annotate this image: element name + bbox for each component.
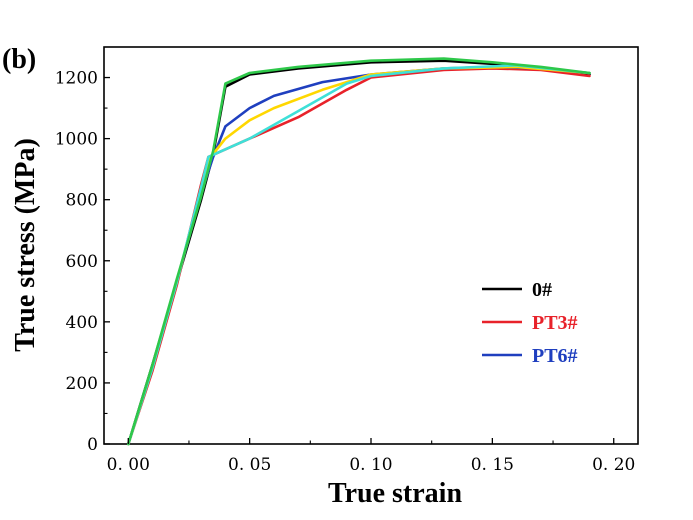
x-axis: 0. 00 0. 05 0. 10 0. 15 0. 20 bbox=[107, 438, 635, 475]
x-tick-label: 0. 05 bbox=[228, 455, 271, 475]
x-tick-label: 0. 15 bbox=[471, 455, 514, 475]
plot-frame bbox=[103, 46, 639, 445]
y-tick-label: 1000 bbox=[55, 130, 98, 150]
y-tick-label: 1200 bbox=[55, 69, 98, 89]
legend: 0# PT3# PT6# bbox=[482, 279, 578, 367]
y-tick-label: 400 bbox=[66, 313, 98, 333]
x-tick-label: 0. 00 bbox=[107, 455, 150, 475]
series-line-4 bbox=[127, 65, 591, 446]
y-axis: 0 200 400 600 800 1000 1200 bbox=[55, 69, 110, 455]
legend-label: PT3# bbox=[532, 312, 578, 334]
y-tick-label: 600 bbox=[66, 252, 98, 272]
y-tick-label: 800 bbox=[66, 191, 98, 211]
legend-label: PT6# bbox=[532, 345, 578, 367]
x-tick-label: 0. 10 bbox=[349, 455, 392, 475]
series-layer bbox=[127, 57, 591, 446]
series-line-6 bbox=[127, 57, 591, 446]
panel-label: (b) bbox=[2, 44, 36, 75]
series-line-3 bbox=[127, 65, 591, 446]
y-tick-label: 200 bbox=[66, 374, 98, 394]
legend-label: 0# bbox=[532, 279, 552, 301]
x-tick-label: 0. 20 bbox=[592, 455, 635, 475]
series-line-1 bbox=[127, 59, 591, 446]
series-line-2 bbox=[127, 67, 591, 446]
series-line-5 bbox=[127, 64, 591, 446]
x-axis-title: True strain bbox=[328, 478, 462, 509]
y-tick-label: 0 bbox=[87, 435, 98, 455]
y-axis-title: True stress (MPa) bbox=[10, 138, 41, 352]
